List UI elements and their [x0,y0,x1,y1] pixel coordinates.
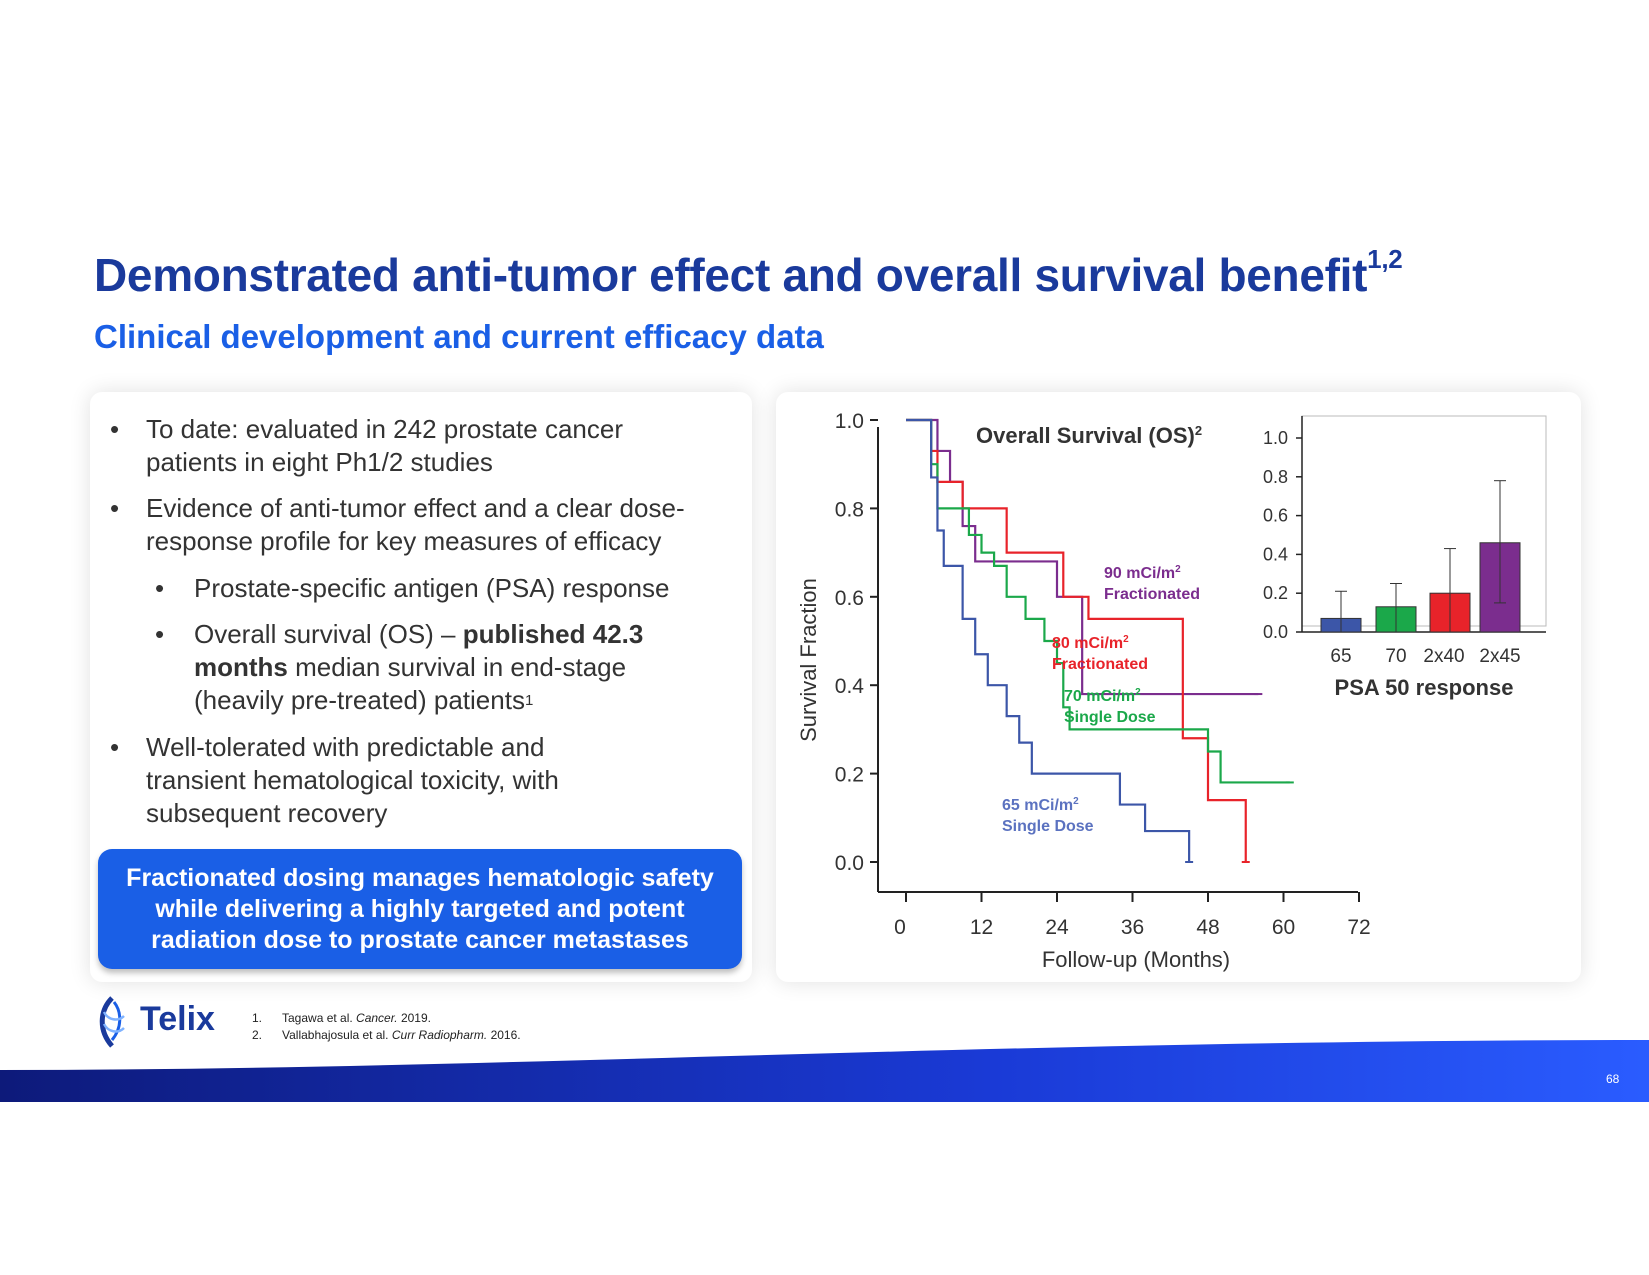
km-x-tick-label: 60 [1272,916,1295,939]
slide-title: Demonstrated anti-tumor effect and overa… [94,244,1403,301]
bullet-glyph: • [155,573,165,603]
label-70-2: Single Dose [1064,709,1156,726]
psa-y-tick-label: 0.2 [1263,583,1288,603]
label-80-2: Fractionated [1052,656,1148,673]
km-series-line [906,418,1191,862]
km-series-line [906,418,1290,784]
psa-x-tick-label: 2x40 [1423,646,1464,667]
reference-2: 2. Vallabhajosula et al. Curr Radiopharm.… [252,1028,521,1042]
bullet-1: • To date: evaluated in 242 prostate can… [110,414,623,477]
footer-band [0,1040,1649,1102]
bullet-glyph: • [110,414,120,444]
callout-box: Fractionated dosing manages hematologic … [98,849,742,969]
references: 1. Tagawa et al. Cancer. 2019. 2. Vallabha… [252,1010,521,1044]
km-y-tick-label: 0.0 [835,852,864,875]
telix-logo-mark [99,996,125,1048]
label-90: 90 mCi/m2 [1104,564,1181,582]
bullet-3: • Well-tolerated with predictable and tr… [110,732,559,828]
km-y-tick-label: 0.4 [835,675,865,698]
bullet-glyph: • [110,732,120,762]
psa-y-tick-label: 0.6 [1263,506,1288,526]
right-panel [776,392,1581,982]
psa-title: PSA 50 response [1335,675,1514,700]
reference-1: 1. Tagawa et al. Cancer. 2019. [252,1011,431,1025]
telix-logo-text: Telix [140,1000,215,1038]
bullet-2: • Evidence of anti-tumor effect and a cl… [110,493,685,556]
psa-y-tick-label: 1.0 [1263,428,1288,448]
km-y-tick-label: 0.6 [835,587,864,610]
os-chart: 0.0 0.2 0.4 0.6 0.8 1.0 0 12 24 36 48 60 72 Overall… [796,410,1547,972]
km-y-tick-label: 1.0 [835,410,864,433]
psa-x-tick-label: 65 [1330,646,1351,667]
km-x-label: Follow-up (Months) [1042,947,1230,972]
km-y-label: Survival Fraction [796,578,821,742]
bullet-glyph: • [155,619,165,649]
label-90-2: Fractionated [1104,586,1200,603]
label-80: 80 mCi/m2 [1052,634,1129,652]
km-x-tick-label: 12 [970,916,993,939]
page-number: 68 [1606,1072,1620,1086]
slide-subtitle: Clinical development and current efficac… [94,318,824,355]
km-x-tick-label: 48 [1196,916,1219,939]
psa-x-tick-label: 70 [1385,646,1406,667]
km-y-tick-label: 0.8 [835,498,864,521]
label-65: 65 mCi/m2 [1002,796,1079,814]
psa-y-tick-label: 0.4 [1263,544,1288,564]
km-series-line [906,418,1259,696]
km-x-tick-label: 36 [1121,916,1144,939]
psa-y-tick-label: 0.0 [1263,622,1288,642]
km-x-tick-label: 72 [1347,916,1370,939]
km-x-tick-label: 24 [1045,916,1069,939]
psa-x-tick-label: 2x45 [1479,646,1520,667]
km-y-tick-label: 0.2 [835,764,864,787]
psa-y-tick-label: 0.8 [1263,467,1288,487]
label-65-2: Single Dose [1002,818,1094,835]
sub-bullet-os: • Overall survival (OS) – published 42.3… [155,619,644,715]
sub-bullet-psa: • Prostate-specific antigen (PSA) respon… [155,573,670,603]
km-x-tick-label: 0 [894,916,906,939]
km-title: Overall Survival (OS)2 [976,423,1202,448]
bullet-glyph: • [110,493,120,523]
label-70: 70 mCi/m2 [1064,687,1141,705]
